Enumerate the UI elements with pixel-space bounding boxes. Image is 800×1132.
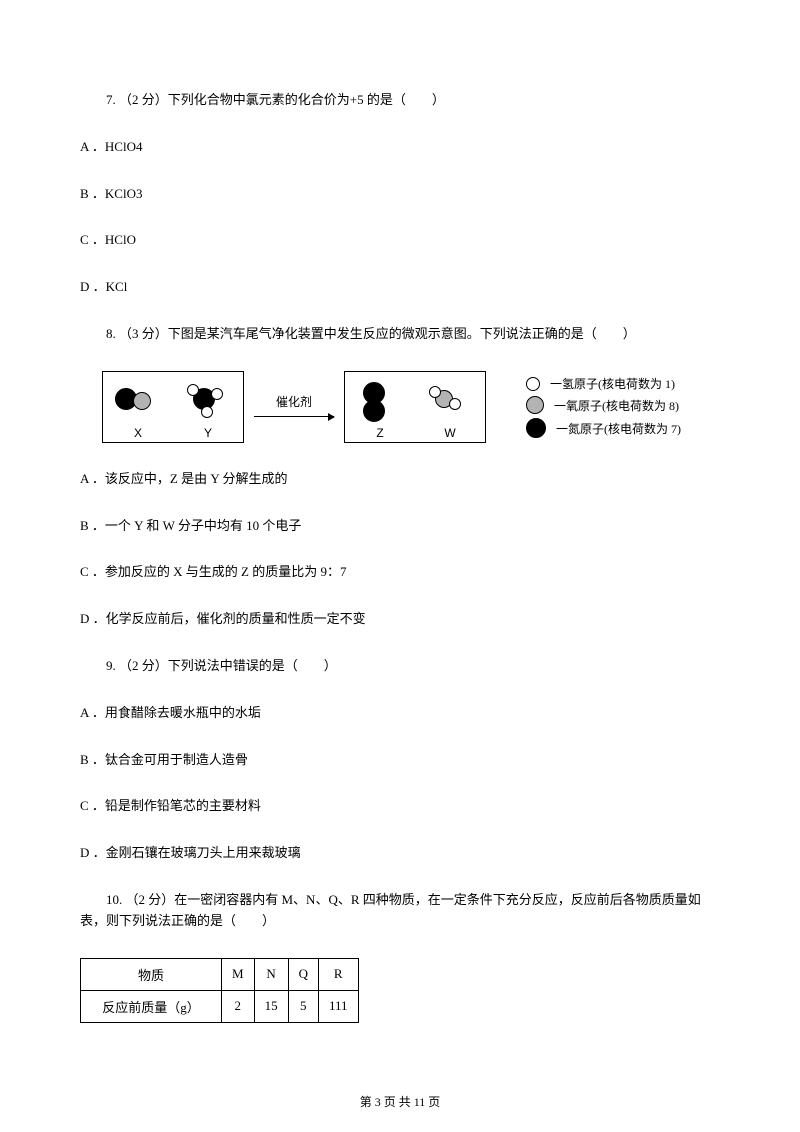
table-header: M xyxy=(222,958,255,990)
q8-opt-c: C ．参加反应的 X 与生成的 Z 的质量比为 9：7 xyxy=(80,562,720,583)
q10-text: 10. （2 分）在一密闭容器内有 M、N、Q、R 四种物质，在一定条件下充分反… xyxy=(80,890,720,932)
table-header: N xyxy=(254,958,288,990)
table-cell: 111 xyxy=(318,990,358,1022)
o-atom xyxy=(133,392,151,410)
label-w: W xyxy=(444,426,455,440)
h-atom xyxy=(449,398,461,410)
q7-opt-c: C ．HClO xyxy=(80,230,720,251)
legend-circle xyxy=(526,418,546,438)
page-footer: 第 3 页 共 11 页 xyxy=(0,1093,800,1110)
page: 7. （2 分）下列化合物中氯元素的化合价为+5 的是（ ） A ．HClO4 … xyxy=(0,0,800,1132)
legend-row: 一氢原子(核电荷数为 1) xyxy=(526,375,681,392)
h-atom xyxy=(201,406,213,418)
mol-z: Z xyxy=(345,372,415,442)
q8-text: 8. （3 分）下图是某汽车尾气净化装置中发生反应的微观示意图。下列说法正确的是… xyxy=(80,324,720,345)
table-header: R xyxy=(318,958,358,990)
q8-opt-d: D ．化学反应前后，催化剂的质量和性质一定不变 xyxy=(80,609,720,630)
table-cell: 5 xyxy=(288,990,318,1022)
mass-table: 物质MNQR反应前质量（g）2155111 xyxy=(80,958,359,1023)
table-cell: 2 xyxy=(222,990,255,1022)
table-cell: 反应前质量（g） xyxy=(81,990,222,1022)
q7-opt-a: A ．HClO4 xyxy=(80,137,720,158)
legend-label: 一氢原子(核电荷数为 1) xyxy=(550,375,675,392)
h-atom xyxy=(211,388,223,400)
table-row: 反应前质量（g）2155111 xyxy=(81,990,359,1022)
q7-opt-d: D ．KCl xyxy=(80,277,720,298)
q8-opt-b: B ．一个 Y 和 W 分子中均有 10 个电子 xyxy=(80,516,720,537)
q9-opt-c: C ．铅是制作铅笔芯的主要材料 xyxy=(80,796,720,817)
n-atom xyxy=(363,400,385,422)
q7-opt-b: B ．KClO3 xyxy=(80,184,720,205)
reactants-box: X Y xyxy=(102,371,244,443)
h-atom xyxy=(187,384,199,396)
mol-w: W xyxy=(415,372,485,442)
q9-opt-b: B ．钛合金可用于制造人造骨 xyxy=(80,750,720,771)
legend-label: 一氮原子(核电荷数为 7) xyxy=(556,420,681,437)
q8-opt-a: A ．该反应中，Z 是由 Y 分解生成的 xyxy=(80,469,720,490)
reaction-diagram: X Y 催化剂 Z W 一氢原子(核电荷数为 1) 一氧原子(核电荷数为 8) 一氮… xyxy=(102,371,720,443)
label-z: Z xyxy=(376,426,383,440)
legend-label: 一氧原子(核电荷数为 8) xyxy=(554,397,679,414)
legend-circle xyxy=(526,396,544,414)
reaction-arrow: 催化剂 xyxy=(244,393,344,421)
q7-text: 7. （2 分）下列化合物中氯元素的化合价为+5 的是（ ） xyxy=(80,90,720,111)
q9-opt-a: A ．用食醋除去暖水瓶中的水垢 xyxy=(80,703,720,724)
mol-x: X xyxy=(103,372,173,442)
legend-circle xyxy=(526,377,540,391)
legend-row: 一氧原子(核电荷数为 8) xyxy=(526,396,681,414)
catalyst-label: 催化剂 xyxy=(244,393,344,410)
table-cell: 15 xyxy=(254,990,288,1022)
legend: 一氢原子(核电荷数为 1) 一氧原子(核电荷数为 8) 一氮原子(核电荷数为 7) xyxy=(526,371,681,442)
q9-opt-d: D ．金刚石镶在玻璃刀头上用来裁玻璃 xyxy=(80,843,720,864)
h-atom xyxy=(429,386,441,398)
q9-text: 9. （2 分）下列说法中错误的是（ ） xyxy=(80,656,720,677)
label-y: Y xyxy=(204,426,212,440)
products-box: Z W xyxy=(344,371,486,443)
table-header: Q xyxy=(288,958,318,990)
label-x: X xyxy=(134,426,142,440)
legend-row: 一氮原子(核电荷数为 7) xyxy=(526,418,681,438)
table-header: 物质 xyxy=(81,958,222,990)
mol-y: Y xyxy=(173,372,243,442)
